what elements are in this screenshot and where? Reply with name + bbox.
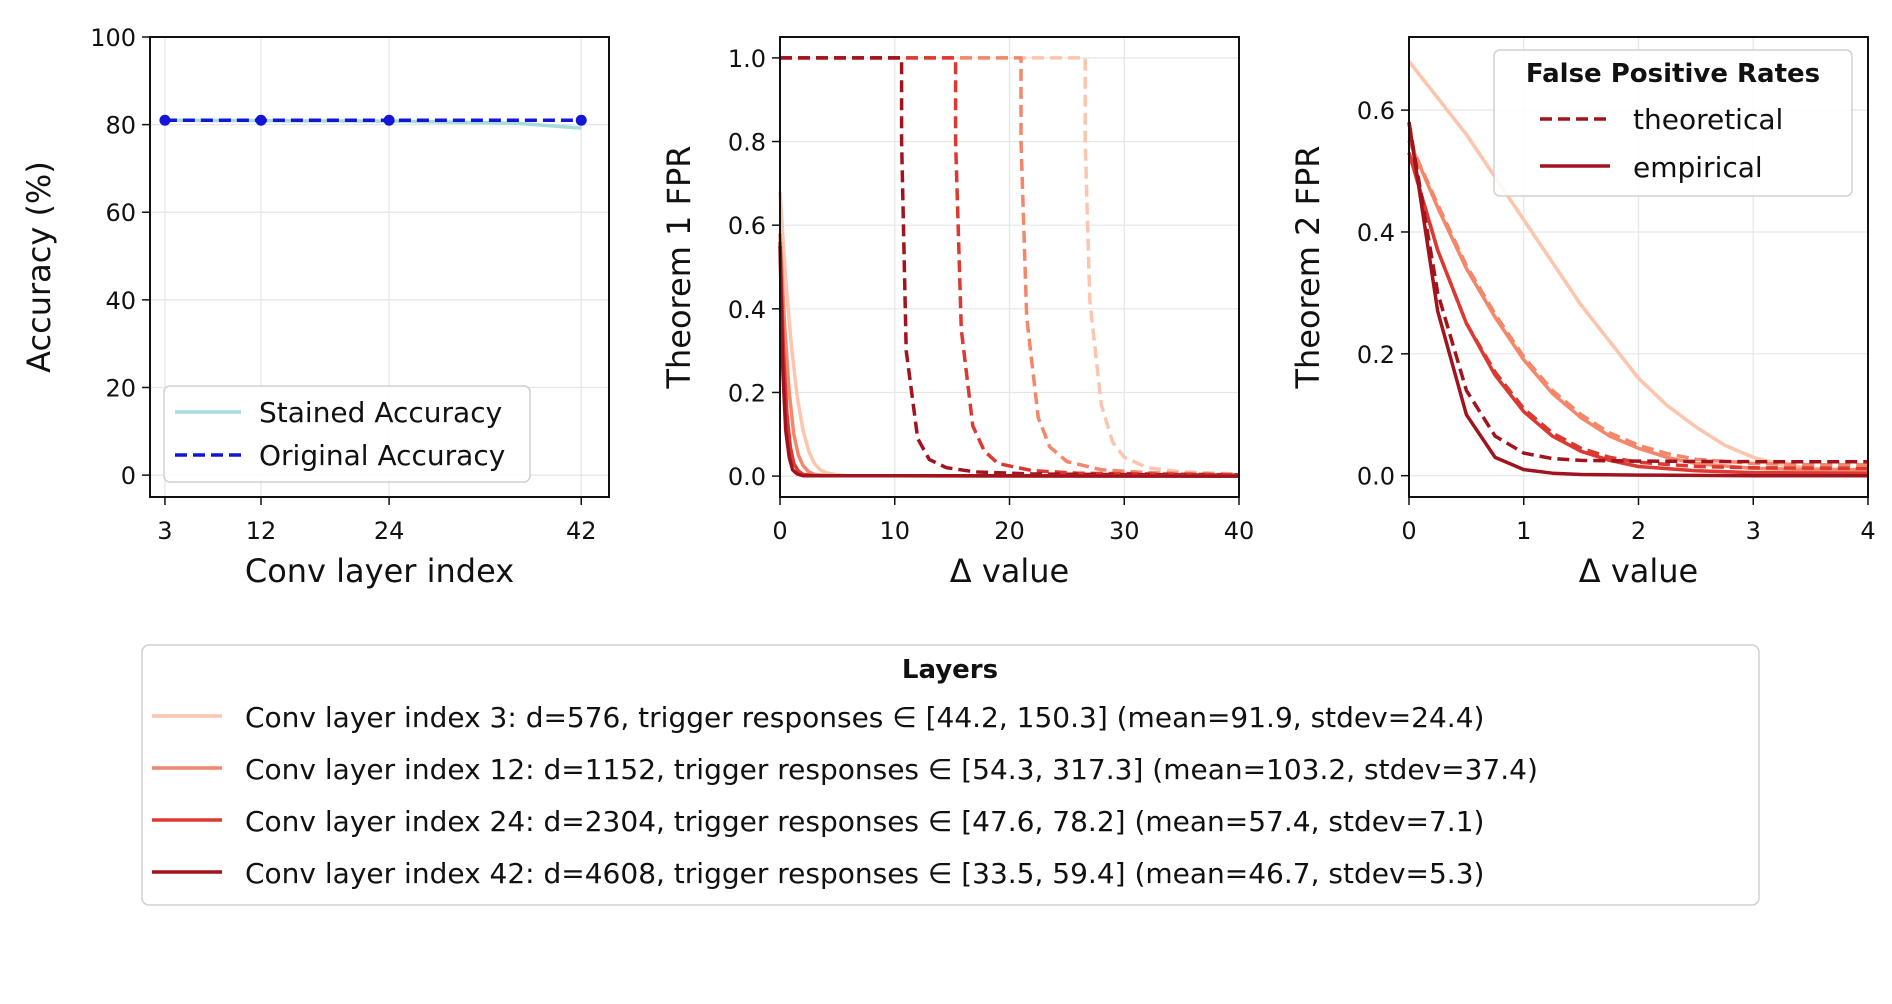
fpr-legend-title: False Positive Rates <box>1526 59 1820 89</box>
theorem1-y-tick-label: 0.8 <box>728 129 766 157</box>
accuracy-axes-frame <box>149 36 610 498</box>
accuracy-x-axis-label: Conv layer index <box>245 552 514 590</box>
theorem2-x-tick-label: 0 <box>1401 517 1416 545</box>
layers-legend-label: Conv layer index 24: d=2304, trigger res… <box>245 805 1484 838</box>
theorem1-panel: 0 10 20 30 40 0.0 0.2 0.4 0.6 0.8 1.0 Δ value Theo… <box>660 36 1254 590</box>
theorem1-series-line-layer-42-dashed <box>780 56 1240 478</box>
theorem1-series-line-layer-42-solid <box>778 246 1240 478</box>
theorem2-x-tick-label: 2 <box>1631 517 1646 545</box>
layers-legend-title: Layers <box>902 655 998 685</box>
fpr-legend: False Positive Rates theoretical empiric… <box>1493 49 1853 197</box>
accuracy-legend-box <box>163 385 531 483</box>
theorem2-series-line-layer-42-solid <box>1407 122 1868 478</box>
theorem1-grid <box>779 37 1240 497</box>
theorem2-y-tick-label: 0.4 <box>1357 219 1395 247</box>
theorem1-y-tick-label: 1.0 <box>728 45 766 73</box>
theorem2-series-line-layer-24-dashed <box>1407 152 1869 471</box>
theorem2-series-line-layer-3-dashed <box>1407 60 1869 473</box>
accuracy-y-tick-label: 20 <box>105 374 136 402</box>
legend-empirical-label: empirical <box>1633 151 1763 184</box>
accuracy-data-point <box>159 114 171 126</box>
theorem2-x-axis-label: Δ value <box>1579 552 1698 590</box>
accuracy-x-tick-label: 12 <box>246 517 277 545</box>
accuracy-x-tick-label: 3 <box>157 517 172 545</box>
theorem2-series <box>1407 60 1869 478</box>
legend-stained-label: Stained Accuracy <box>259 396 502 429</box>
theorem1-y-tick-label: 0.2 <box>728 379 766 407</box>
accuracy-legend: Stained Accuracy Original Accuracy <box>163 385 531 483</box>
accuracy-y-tick-label: 80 <box>105 112 136 140</box>
accuracy-y-tick-label: 0 <box>121 462 136 490</box>
theorem2-panel: 0 1 2 3 40.00.20.40.6 Δ value Theorem 2 FPR … <box>1289 36 1876 590</box>
layers-legend-label: Conv layer index 42: d=4608, trigger res… <box>245 857 1484 890</box>
theorem1-series <box>778 56 1240 478</box>
accuracy-data-point <box>383 114 395 126</box>
accuracy-data-point <box>575 114 587 126</box>
theorem1-y-tick-label: 0.4 <box>728 296 766 324</box>
theorem1-y-axis-label: Theorem 1 FPR <box>660 145 698 389</box>
theorem2-x-tick-label: 3 <box>1746 517 1761 545</box>
layers-legend: Layers Conv layer index 3: d=576, trigge… <box>141 644 1760 906</box>
theorem1-x-tick-label: 20 <box>994 517 1025 545</box>
theorem2-x-tick-label: 4 <box>1860 517 1875 545</box>
fpr-legend-box <box>1493 49 1853 197</box>
legend-original-label: Original Accuracy <box>259 439 505 472</box>
theorem1-series-line-layer-24-dashed <box>780 56 1240 477</box>
theorem2-ticks: 0 1 2 3 4 0.0 0.2 0.4 0.6 <box>1357 97 1876 545</box>
theorem1-y-tick-label: 0.6 <box>728 212 766 240</box>
accuracy-panel: 3 12 24 42 0 20 40 60 80 100 Conv layer index Acc… <box>20 24 610 590</box>
accuracy-ticks: 3 12 24 42 0 20 40 60 80 100 <box>90 24 596 545</box>
theorem1-series-line-layer-12-dashed <box>780 56 1240 477</box>
theorem1-x-tick-label: 0 <box>772 517 787 545</box>
layers-legend-label: Conv layer index 12: d=1152, trigger res… <box>245 753 1538 786</box>
theorem2-series-line-layer-42-dashed <box>1407 122 1868 464</box>
accuracy-x-tick-label: 42 <box>566 517 597 545</box>
theorem2-series-line-layer-12-dashed <box>1407 139 1868 467</box>
layers-legend-label: Conv layer index 3: d=576, trigger respo… <box>245 701 1484 734</box>
theorem2-y-tick-label: 0.6 <box>1357 97 1395 125</box>
accuracy-y-tick-label: 60 <box>105 199 136 227</box>
theorem1-x-tick-label: 30 <box>1109 517 1140 545</box>
accuracy-x-tick-label: 24 <box>374 517 405 545</box>
theorem1-ticks: 0 10 20 30 40 0.0 0.2 0.4 0.6 0.8 1.0 <box>728 45 1254 545</box>
theorem2-y-axis-label: Theorem 2 FPR <box>1289 145 1327 389</box>
accuracy-data-point <box>255 114 267 126</box>
theorem1-x-axis-label: Δ value <box>950 552 1069 590</box>
layers-legend-box <box>141 644 1760 906</box>
theorem1-y-tick-label: 0.0 <box>728 463 766 491</box>
theorem1-series-line-layer-3-dashed <box>780 56 1240 476</box>
theorem1-x-tick-label: 10 <box>879 517 910 545</box>
theorem1-x-tick-label: 40 <box>1224 517 1255 545</box>
theorem2-y-tick-label: 0.0 <box>1357 463 1395 491</box>
accuracy-y-tick-label: 100 <box>90 24 136 52</box>
accuracy-y-axis-label: Accuracy (%) <box>20 161 58 373</box>
accuracy-series <box>159 114 587 130</box>
theorem2-y-tick-label: 0.2 <box>1357 341 1395 369</box>
theorem2-x-tick-label: 1 <box>1516 517 1531 545</box>
legend-theoretical-label: theoretical <box>1633 103 1783 136</box>
accuracy-y-tick-label: 40 <box>105 287 136 315</box>
